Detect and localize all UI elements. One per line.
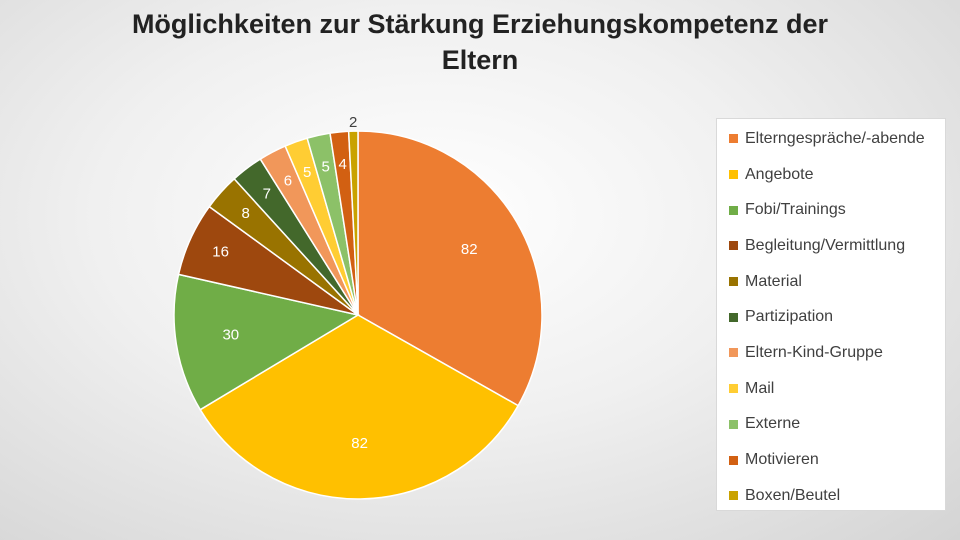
legend-label: Externe [745,415,801,433]
data-label-partizipation: 7 [263,186,271,203]
legend-swatch [729,312,738,322]
legend-label: Material [745,272,802,290]
data-label-eltern-kind-gruppe: 6 [284,172,292,189]
pie-slice-elterngespr-che-abende [357,130,543,407]
legend-label: Angebote [745,165,814,183]
legend-label: Motivieren [745,451,819,469]
data-label-angebote: 82 [351,435,368,452]
legend-label: Boxen/Beutel [745,486,841,504]
data-label-mail: 5 [303,164,311,181]
legend-label: Begleitung/Vermittlung [745,236,906,254]
data-label-externe: 5 [321,159,329,176]
legend-item-eltern-kind-gruppe: Eltern-Kind-Gruppe [729,335,945,371]
data-label-elterngespr-che-abende: 82 [461,241,478,258]
legend-item-elterngespr-che-abende: Elterngespräche/-abende [729,121,945,157]
data-label-motivieren: 4 [339,156,347,173]
legend-item-fobi-trainings: Fobi/Trainings [729,192,945,228]
legend-swatch [729,384,738,394]
data-label-begleitung-vermittlung: 16 [212,244,229,261]
legend-swatch [729,419,738,429]
data-label-fobi-trainings: 30 [222,326,239,343]
legend-item-angebote: Angebote [729,157,945,193]
legend-swatch [729,348,738,358]
chart-title-line-1: Möglichkeiten zur Stärkung Erziehungskom… [131,9,829,39]
legend-swatch [729,455,738,465]
legend-swatch [729,134,738,144]
data-label-boxen-beutel: 2 [349,114,357,131]
chart-title-line-2: Eltern [441,45,519,75]
legend-swatch [729,241,738,251]
pie-slice-angebote [199,314,520,500]
data-label-material: 8 [242,205,250,222]
pie-slice-fobi-trainings [173,273,360,411]
legend-item-externe: Externe [729,407,945,443]
legend-item-boxen-beutel: Boxen/Beutel [729,478,945,514]
legend-label: Elterngespräche/-abende [745,129,925,147]
chart-legend: Elterngespräche/-abende Angebote Fobi/Trai… [716,118,946,511]
legend-label: Partizipation [745,308,834,326]
legend-label: Mail [745,379,775,397]
legend-item-material: Material [729,264,945,300]
legend-item-motivieren: Motivieren [729,442,945,478]
chart-title: Möglichkeiten zur Stärkung Erziehungskom… [0,6,960,78]
legend-swatch [729,277,738,287]
legend-item-partizipation: Partizipation [729,299,945,335]
legend-item-begleitung-vermittlung: Begleitung/Vermittlung [729,228,945,264]
pie-slice-boxen-beutel [347,130,359,316]
legend-swatch [729,205,738,215]
legend-swatch [729,491,738,501]
legend-swatch [729,170,738,180]
legend-item-mail: Mail [729,371,945,407]
legend-label: Fobi/Trainings [745,201,846,219]
legend-label: Eltern-Kind-Gruppe [745,343,883,361]
